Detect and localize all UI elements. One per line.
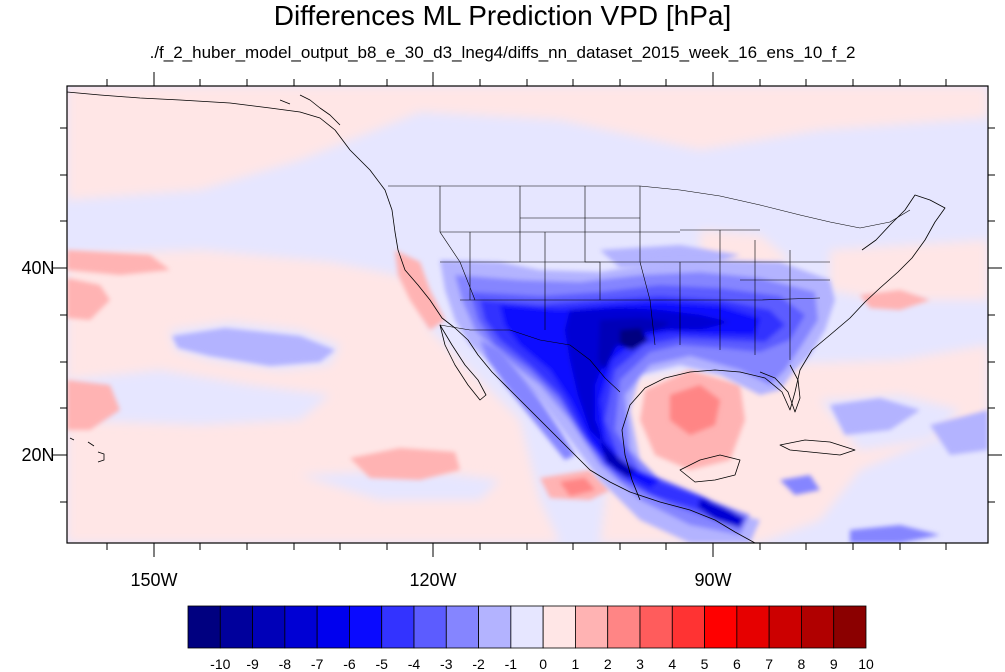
colorbar-swatch	[445, 605, 479, 649]
colorbar-swatch	[349, 605, 383, 649]
colorbar-swatch	[833, 605, 867, 649]
colorbar-swatch	[316, 605, 350, 649]
colorbar-label: 10	[858, 656, 874, 672]
map-subtitle: ./f_2_huber_model_output_b8_e_30_d3_lneg…	[149, 43, 856, 62]
axis-ticks	[53, 72, 1002, 557]
colorbar-swatch	[284, 605, 318, 649]
colorbar-swatch	[607, 605, 641, 649]
colorbar-label: -9	[246, 656, 259, 672]
colorbar-swatch	[187, 605, 221, 649]
colorbar-label: -6	[343, 656, 356, 672]
colorbar-swatch	[768, 605, 802, 649]
colorbar-label: 0	[539, 656, 547, 672]
colorbar-label: -1	[505, 656, 518, 672]
colorbar-label: -3	[440, 656, 453, 672]
lat-label-40n: 40N	[21, 258, 54, 278]
colorbar-swatch	[478, 605, 512, 649]
colorbar-label: 8	[798, 656, 806, 672]
colorbar-label: -2	[472, 656, 485, 672]
lat-label-20n: 20N	[21, 445, 54, 465]
colorbar-swatch	[510, 605, 544, 649]
colorbar-label: -7	[311, 656, 324, 672]
colorbar-label: 4	[668, 656, 676, 672]
colorbar-label: 9	[830, 656, 838, 672]
colorbar-swatch	[639, 605, 673, 649]
colorbar-swatch	[381, 605, 415, 649]
colorbar-label: 5	[701, 656, 709, 672]
colorbar-swatch	[252, 605, 286, 649]
colorbar-swatch	[671, 605, 705, 649]
colorbar-label: 2	[604, 656, 612, 672]
colorbar-swatch	[704, 605, 738, 649]
colorbar-label: -5	[375, 656, 388, 672]
colorbar-label: -10	[210, 656, 230, 672]
colorbar-swatch	[575, 605, 609, 649]
lon-label-120w: 120W	[409, 570, 456, 590]
colorbar-label: -4	[408, 656, 421, 672]
colorbar-label: 1	[572, 656, 580, 672]
colorbar: -10 -9 -8 -7 -6 -5 -4 -3 -2 -1 0 1 2 3 4 5 6 7 8 9 10	[187, 605, 874, 672]
colorbar-label: 6	[733, 656, 741, 672]
colorbar-label: 7	[765, 656, 773, 672]
lon-label-150w: 150W	[130, 570, 177, 590]
vpd-difference-field	[67, 86, 988, 543]
colorbar-swatch	[542, 605, 576, 649]
map-title: Differences ML Prediction VPD [hPa]	[273, 0, 732, 31]
colorbar-swatch	[736, 605, 770, 649]
colorbar-label: 3	[636, 656, 644, 672]
colorbar-swatch	[801, 605, 835, 649]
colorbar-swatch	[219, 605, 253, 649]
lon-label-90w: 90W	[694, 570, 731, 590]
colorbar-label: -8	[279, 656, 292, 672]
colorbar-swatch	[413, 605, 447, 649]
